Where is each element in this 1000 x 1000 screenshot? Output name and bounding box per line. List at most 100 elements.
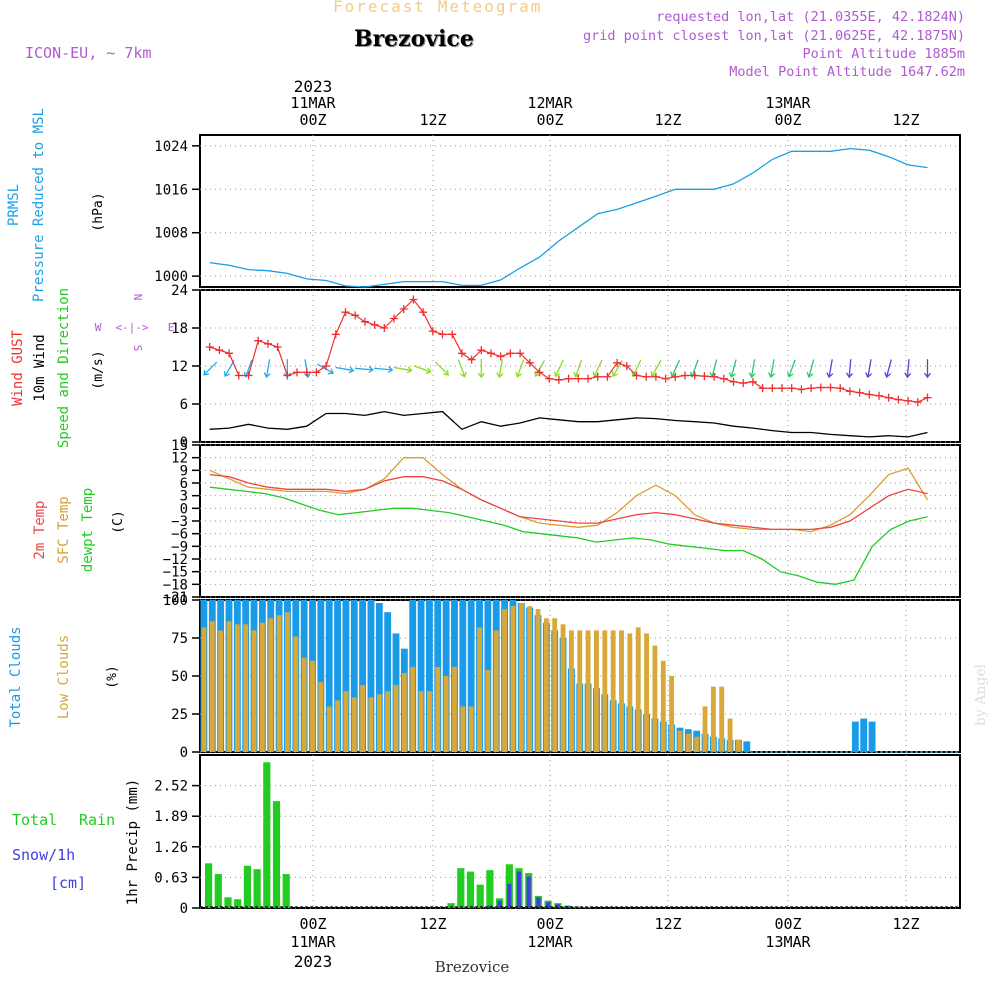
- arrow-shaft: [374, 367, 393, 371]
- low-cloud-bar: [335, 700, 340, 752]
- compass-w: W: [95, 321, 102, 334]
- low-cloud-bar: [460, 706, 466, 752]
- y-tick-label: 0: [180, 501, 188, 517]
- low-cloud-bar: [602, 630, 608, 752]
- snow-bar: [487, 905, 492, 908]
- dewpt-series-label: dewpt Temp: [80, 488, 96, 572]
- low-cloud-bar: [268, 618, 274, 752]
- rain-bar: [205, 863, 213, 908]
- low-cloud-bar: [293, 636, 299, 752]
- gust-marker: [700, 372, 709, 381]
- gust-marker: [739, 379, 748, 388]
- precip-axis-label: 1hr Precip (mm): [125, 779, 141, 905]
- low-cloud-bar: [518, 603, 524, 752]
- y-tick-label: 1008: [154, 226, 188, 242]
- gust-marker: [748, 377, 757, 386]
- compass-arrows: <-|->: [115, 321, 148, 334]
- low-clouds-series-label: Low Clouds: [56, 635, 72, 719]
- arrow-head: [348, 366, 355, 374]
- wind-direction-arrow: [477, 359, 485, 379]
- y-tick-label: 1.26: [154, 840, 188, 856]
- gust-marker: [845, 387, 854, 396]
- total-cloud-bar: [367, 600, 375, 752]
- arrow-shaft: [593, 359, 603, 377]
- low-cloud-bar: [485, 669, 491, 752]
- gust-marker: [545, 374, 554, 383]
- low-cloud-bar: [393, 685, 399, 752]
- low-cloud-bar: [493, 630, 499, 752]
- wind-direction-arrow: [748, 359, 756, 379]
- low-cloud-bar: [527, 606, 533, 752]
- gust-marker: [603, 372, 612, 381]
- arrow-head: [748, 372, 756, 379]
- y-tick-label: 1.89: [154, 809, 188, 825]
- y-tick-label: −15: [163, 565, 188, 581]
- gust-marker: [457, 349, 466, 358]
- gust-marker: [574, 374, 583, 383]
- low-cloud-bar: [477, 627, 482, 752]
- low-cloud-bar: [276, 615, 282, 752]
- gust-line: [209, 298, 928, 403]
- low-cloud-bar: [443, 676, 449, 752]
- model-label: ICON-EU, ~ 7km: [25, 44, 152, 62]
- total-cloud-bar: [359, 600, 367, 752]
- time-label-top: 12Z: [654, 111, 681, 129]
- y-tick-label: 12: [171, 359, 188, 375]
- wind-direction-arrow: [303, 359, 311, 379]
- low-cloud-bar: [251, 630, 257, 752]
- low-cloud-bar: [343, 691, 349, 752]
- gust-marker: [875, 391, 883, 400]
- y-tick-label: 1000: [154, 269, 188, 285]
- wind-direction-arrow: [768, 359, 776, 379]
- wind-direction-arrow: [923, 359, 932, 379]
- direction-series-label: Speed and Direction: [56, 288, 72, 448]
- date-label-bottom: 12MAR: [527, 933, 573, 951]
- low-cloud-bar: [719, 686, 725, 752]
- gust-marker: [322, 362, 331, 370]
- compass-e: E: [168, 321, 175, 334]
- arrow-shaft: [867, 359, 872, 378]
- requested-coords: requested lon,lat (21.0355E, 42.1824N): [656, 9, 965, 25]
- y-tick-label: 15: [171, 438, 188, 454]
- rain-bar: [253, 869, 261, 908]
- gust-marker: [855, 388, 864, 397]
- gust-marker: [331, 330, 340, 339]
- time-label-top: 00Z: [774, 111, 801, 129]
- y-tick-label: −9: [171, 539, 188, 555]
- y-tick-label: 12: [171, 451, 188, 467]
- gust-marker: [865, 390, 874, 399]
- low-cloud-bar: [710, 686, 716, 752]
- pressure-series-label: PRMSL: [6, 184, 22, 226]
- low-cloud-bar: [209, 621, 215, 752]
- total-cloud-bar: [459, 600, 467, 752]
- pressure-series-label: Pressure Reduced to MSL: [31, 108, 47, 302]
- low-cloud-bar: [627, 633, 633, 752]
- low-cloud-bar: [376, 694, 382, 752]
- year-label-bottom: 2023: [294, 952, 333, 971]
- arrow-head: [477, 372, 485, 379]
- snow-series-label: Snow/1h: [12, 846, 75, 864]
- wind-direction-arrow: [846, 359, 854, 379]
- gust-marker: [351, 311, 360, 320]
- arrow-shaft: [317, 363, 334, 374]
- arrow-shaft: [516, 359, 525, 377]
- wind-direction-arrow: [354, 366, 374, 374]
- gust-marker: [816, 383, 825, 392]
- dewpt-line: [209, 486, 928, 585]
- snow-bar: [546, 902, 551, 908]
- wind-direction-arrow: [806, 359, 815, 378]
- wind-direction-arrow: [413, 365, 432, 374]
- arrow-shaft: [574, 359, 583, 377]
- y-tick-label: 9: [180, 463, 188, 479]
- gust-marker: [496, 352, 505, 361]
- total-cloud-bar: [325, 600, 333, 752]
- arrow-head: [387, 366, 394, 374]
- gust-marker: [516, 349, 525, 358]
- arrow-head: [327, 368, 334, 375]
- low-cloud-bar: [510, 606, 516, 752]
- gust-marker: [593, 372, 602, 381]
- wind-direction-arrow: [393, 366, 413, 374]
- gust-marker: [642, 372, 651, 381]
- point-altitude: Point Altitude 1885m: [802, 46, 965, 62]
- snow-bar: [526, 876, 531, 908]
